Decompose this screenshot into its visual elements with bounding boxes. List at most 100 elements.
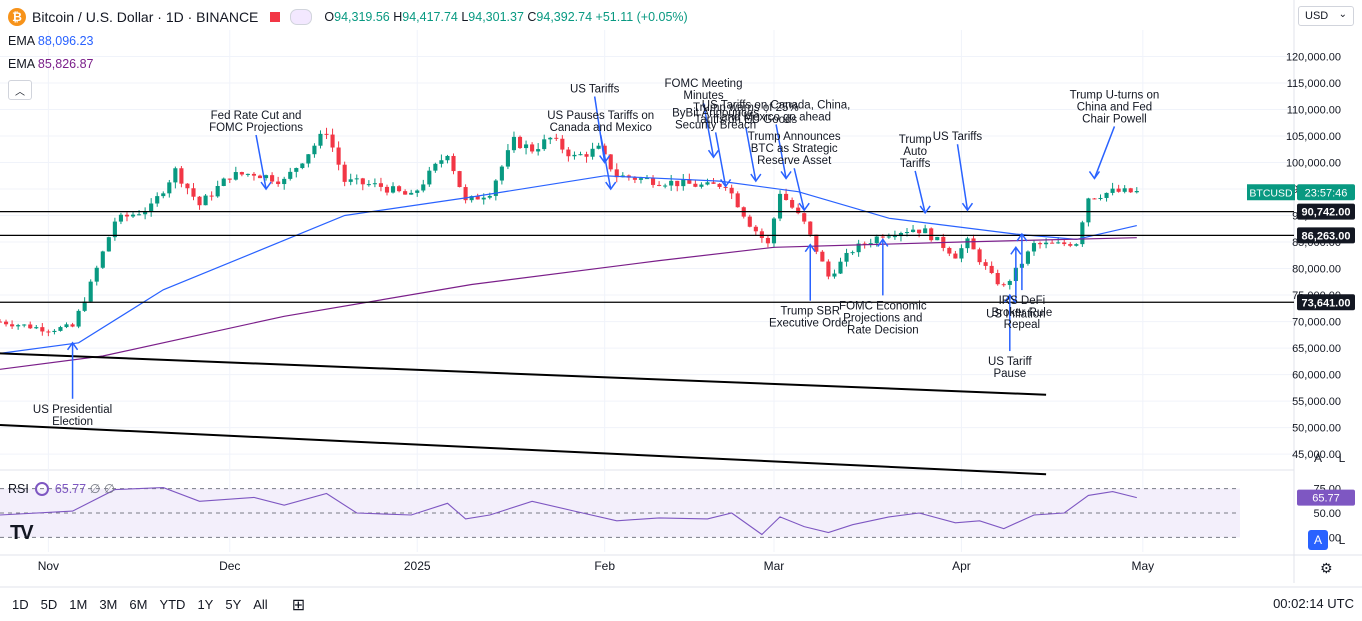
candle-body bbox=[1110, 188, 1115, 193]
annotation-label: Tariffs bbox=[900, 158, 931, 170]
candle-body bbox=[336, 147, 341, 165]
annotation-label: Trump U-turns on bbox=[1070, 89, 1160, 101]
candle-body bbox=[517, 136, 523, 149]
candle-body bbox=[294, 168, 299, 172]
candle-body bbox=[403, 191, 408, 195]
price-tag-time-bg bbox=[1297, 184, 1355, 201]
candle-body bbox=[814, 234, 819, 252]
range-all[interactable]: All bbox=[253, 597, 268, 612]
candle-body bbox=[747, 216, 752, 227]
candle-body bbox=[608, 154, 613, 170]
candle-body bbox=[143, 211, 148, 215]
utc-clock[interactable]: 00:02:14 UTC bbox=[1273, 596, 1354, 611]
candle-body bbox=[1044, 242, 1049, 245]
candle-body bbox=[22, 324, 27, 326]
candle-body bbox=[874, 236, 879, 244]
candle-body bbox=[669, 180, 674, 186]
annotation-label: Rate Decision bbox=[847, 324, 919, 336]
range-6m[interactable]: 6M bbox=[129, 597, 148, 612]
candle-body bbox=[765, 237, 770, 244]
y-tick-label: 80,000.00 bbox=[1292, 264, 1341, 276]
candle-body bbox=[282, 178, 287, 185]
log-scale-button[interactable]: L bbox=[1338, 451, 1346, 465]
trendline bbox=[0, 352, 1047, 396]
candle-body bbox=[76, 310, 81, 327]
candle-body bbox=[826, 261, 831, 277]
candle-body bbox=[917, 229, 922, 234]
rsi-settings-icon[interactable] bbox=[34, 481, 49, 496]
annotation-label: Fed Rate Cut and bbox=[211, 110, 302, 122]
candle-body bbox=[70, 324, 75, 327]
range-5y[interactable]: 5Y bbox=[225, 597, 242, 612]
share-icon[interactable] bbox=[290, 9, 313, 25]
ema1-legend[interactable]: EMA 88,096.23 bbox=[8, 34, 94, 48]
candle-body bbox=[58, 327, 63, 331]
y-tick-label: 45,000.00 bbox=[1292, 449, 1341, 461]
candle-body bbox=[1068, 244, 1073, 246]
annotation-label: BTC as Strategic bbox=[751, 143, 838, 155]
chevron-down-icon: ⌄ bbox=[1338, 9, 1347, 20]
annotation-label: Trump Announces bbox=[748, 131, 841, 143]
flag-icon[interactable] bbox=[270, 12, 281, 22]
currency-select[interactable]: USD ⌄ bbox=[1298, 6, 1354, 26]
candle-body bbox=[342, 164, 347, 182]
candle-body bbox=[596, 145, 601, 149]
ema2-legend[interactable]: EMA 85,826.87 bbox=[8, 57, 94, 71]
candle-body bbox=[1007, 281, 1012, 285]
candle-body bbox=[753, 226, 758, 232]
candle-body bbox=[451, 155, 456, 172]
candle-body bbox=[784, 193, 789, 200]
gear-icon[interactable]: ⚙ bbox=[1320, 560, 1333, 576]
rsi-auto-scale-button[interactable]: A bbox=[1308, 530, 1328, 550]
candle-body bbox=[904, 232, 910, 234]
candle-body bbox=[717, 183, 722, 187]
candle-body bbox=[590, 148, 595, 157]
annotation-arrowhead bbox=[804, 243, 816, 253]
candle-body bbox=[499, 166, 504, 181]
level-label-bg bbox=[1297, 203, 1355, 220]
candle-body bbox=[421, 184, 426, 191]
y-tick-label: 70,000.00 bbox=[1292, 317, 1341, 329]
candle-body bbox=[638, 178, 644, 180]
candle-body bbox=[838, 261, 843, 274]
candle-body bbox=[862, 243, 867, 245]
calendar-icon[interactable]: ⊞ bbox=[291, 596, 306, 614]
range-5d[interactable]: 5D bbox=[40, 597, 58, 612]
rsi-legend[interactable]: RSI 65.77 ∅ ∅ bbox=[8, 481, 115, 496]
annotation-arrowhead bbox=[1088, 170, 1101, 180]
range-ytd[interactable]: YTD bbox=[159, 597, 186, 612]
range-1m[interactable]: 1M bbox=[69, 597, 88, 612]
annotation-label: US Presidential bbox=[33, 404, 112, 416]
chart-header: ₿ Bitcoin / U.S. Dollar · 1D · BINANCE O… bbox=[0, 0, 688, 34]
y-tick-label: 115,000.00 bbox=[1287, 78, 1341, 90]
range-1y[interactable]: 1Y bbox=[197, 597, 214, 612]
rsi-log-scale-button[interactable]: L bbox=[1338, 533, 1346, 547]
collapse-legend-button[interactable]: ︿ bbox=[8, 80, 32, 100]
annotation-arrowhead bbox=[798, 202, 810, 212]
candle-body bbox=[433, 163, 438, 171]
candle-body bbox=[300, 163, 305, 169]
auto-scale-button[interactable]: A bbox=[1313, 451, 1322, 465]
candle-body bbox=[52, 330, 57, 332]
candle-body bbox=[1134, 191, 1139, 193]
candle-body bbox=[953, 253, 958, 259]
candle-body bbox=[505, 150, 510, 167]
candle-body bbox=[487, 195, 492, 198]
symbol-title[interactable]: Bitcoin / U.S. Dollar · 1D · BINANCE bbox=[32, 9, 259, 25]
range-1d[interactable]: 1D bbox=[12, 597, 29, 612]
candle-body bbox=[100, 251, 105, 268]
range-3m[interactable]: 3M bbox=[99, 597, 118, 612]
candle-body bbox=[106, 237, 111, 252]
price-tag-time: 23:57:46 bbox=[1305, 187, 1348, 199]
annotation-arrow bbox=[593, 96, 606, 163]
annotation-arrowhead bbox=[1010, 246, 1022, 255]
candle-body bbox=[977, 249, 982, 263]
candle-body bbox=[820, 251, 825, 262]
candle-body bbox=[548, 137, 553, 140]
candle-body bbox=[1128, 188, 1133, 193]
candle-body bbox=[868, 243, 873, 245]
annotation-label: FOMC Economic bbox=[839, 300, 927, 312]
candle-body bbox=[511, 136, 517, 151]
candle-body bbox=[693, 183, 698, 187]
